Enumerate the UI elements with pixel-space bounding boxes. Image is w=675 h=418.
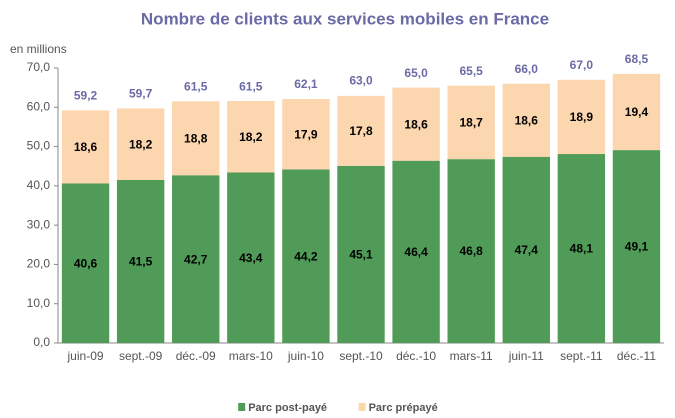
bar-segment [172, 175, 220, 343]
bar-segment [282, 99, 330, 170]
total-label: 65,0 [404, 66, 428, 80]
data-label: 17,8 [349, 124, 373, 138]
total-label: 61,5 [184, 80, 208, 94]
y-tick-label: 20,0 [27, 257, 51, 271]
legend-swatch [358, 403, 366, 411]
x-tick-label: juin-11 [508, 349, 544, 363]
x-tick-label: sept.-11 [560, 349, 603, 363]
bar-segment [61, 110, 110, 184]
bar-segment [337, 165, 385, 343]
total-label: 63,0 [349, 74, 373, 88]
x-tick-label: déc.-09 [176, 349, 216, 363]
y-tick-label: 50,0 [27, 139, 51, 153]
data-label: 18,7 [460, 116, 484, 130]
bar-segment [502, 156, 550, 343]
data-label: 17,9 [294, 127, 318, 141]
total-label: 67,0 [570, 58, 594, 72]
data-label: 18,2 [239, 130, 263, 144]
data-label: 40,6 [74, 256, 98, 270]
bar-segment [392, 87, 440, 161]
data-label: 18,8 [184, 131, 208, 145]
chart-title: Nombre de clients aux services mobiles e… [141, 9, 549, 28]
data-label: 47,4 [515, 243, 539, 257]
data-label: 18,6 [404, 117, 428, 131]
data-label: 49,1 [625, 240, 649, 254]
x-tick-label: sept.-10 [339, 349, 383, 363]
bar-segment [282, 169, 330, 343]
data-label: 46,4 [404, 245, 428, 259]
bar-segment [392, 160, 440, 343]
data-label: 44,2 [294, 249, 318, 263]
x-tick-label: juin-09 [67, 349, 104, 363]
x-tick-label: juin-10 [287, 349, 324, 363]
x-tick-label: mars-10 [229, 349, 273, 363]
y-tick-label: 70,0 [27, 60, 51, 74]
legend-label: Parc post-payé [248, 402, 327, 414]
data-label: 46,8 [460, 244, 484, 258]
data-label: 41,5 [129, 255, 153, 269]
x-tick-label: sept.-09 [119, 349, 163, 363]
data-label: 18,6 [515, 113, 539, 127]
total-label: 62,1 [294, 77, 318, 91]
data-label: 18,9 [570, 110, 594, 124]
x-tick-label: déc.-11 [617, 349, 656, 363]
y-tick-label: 10,0 [27, 296, 51, 310]
bar-segment [116, 179, 165, 343]
x-tick-label: déc.-10 [396, 349, 436, 363]
bar-segment [612, 73, 661, 151]
data-label: 18,6 [74, 140, 98, 154]
bar-segment [172, 101, 220, 176]
y-tick-label: 60,0 [27, 99, 51, 113]
bar-segment [447, 85, 495, 160]
bar-segment [337, 95, 385, 166]
data-label: 48,1 [570, 242, 594, 256]
y-tick-label: 40,0 [27, 178, 51, 192]
total-label: 59,7 [129, 87, 153, 101]
bar-segment [116, 108, 165, 180]
legend-label: Parc prépayé [369, 402, 438, 414]
data-label: 42,7 [184, 252, 208, 266]
bar-segment [61, 183, 110, 343]
bar-segment [502, 83, 550, 157]
total-label: 65,5 [460, 64, 484, 78]
bar-segment [447, 159, 495, 343]
x-tick-label: mars-11 [450, 349, 493, 363]
y-tick-label: 0,0 [33, 335, 50, 349]
data-label: 45,1 [349, 248, 373, 262]
total-label: 68,5 [625, 52, 649, 66]
total-label: 59,2 [74, 89, 98, 103]
bar-segment [227, 101, 275, 173]
total-label: 61,5 [239, 80, 263, 94]
data-label: 18,2 [129, 137, 153, 151]
bar-segment [227, 172, 275, 343]
bar-segment [612, 150, 661, 343]
y-axis-label: en millions [10, 42, 67, 56]
data-label: 19,4 [625, 105, 649, 119]
legend-swatch [238, 403, 246, 411]
data-label: 43,4 [239, 251, 263, 265]
total-label: 66,0 [515, 62, 539, 76]
bar-segment [557, 154, 606, 343]
y-tick-label: 30,0 [27, 217, 51, 231]
bar-segment [557, 79, 606, 155]
